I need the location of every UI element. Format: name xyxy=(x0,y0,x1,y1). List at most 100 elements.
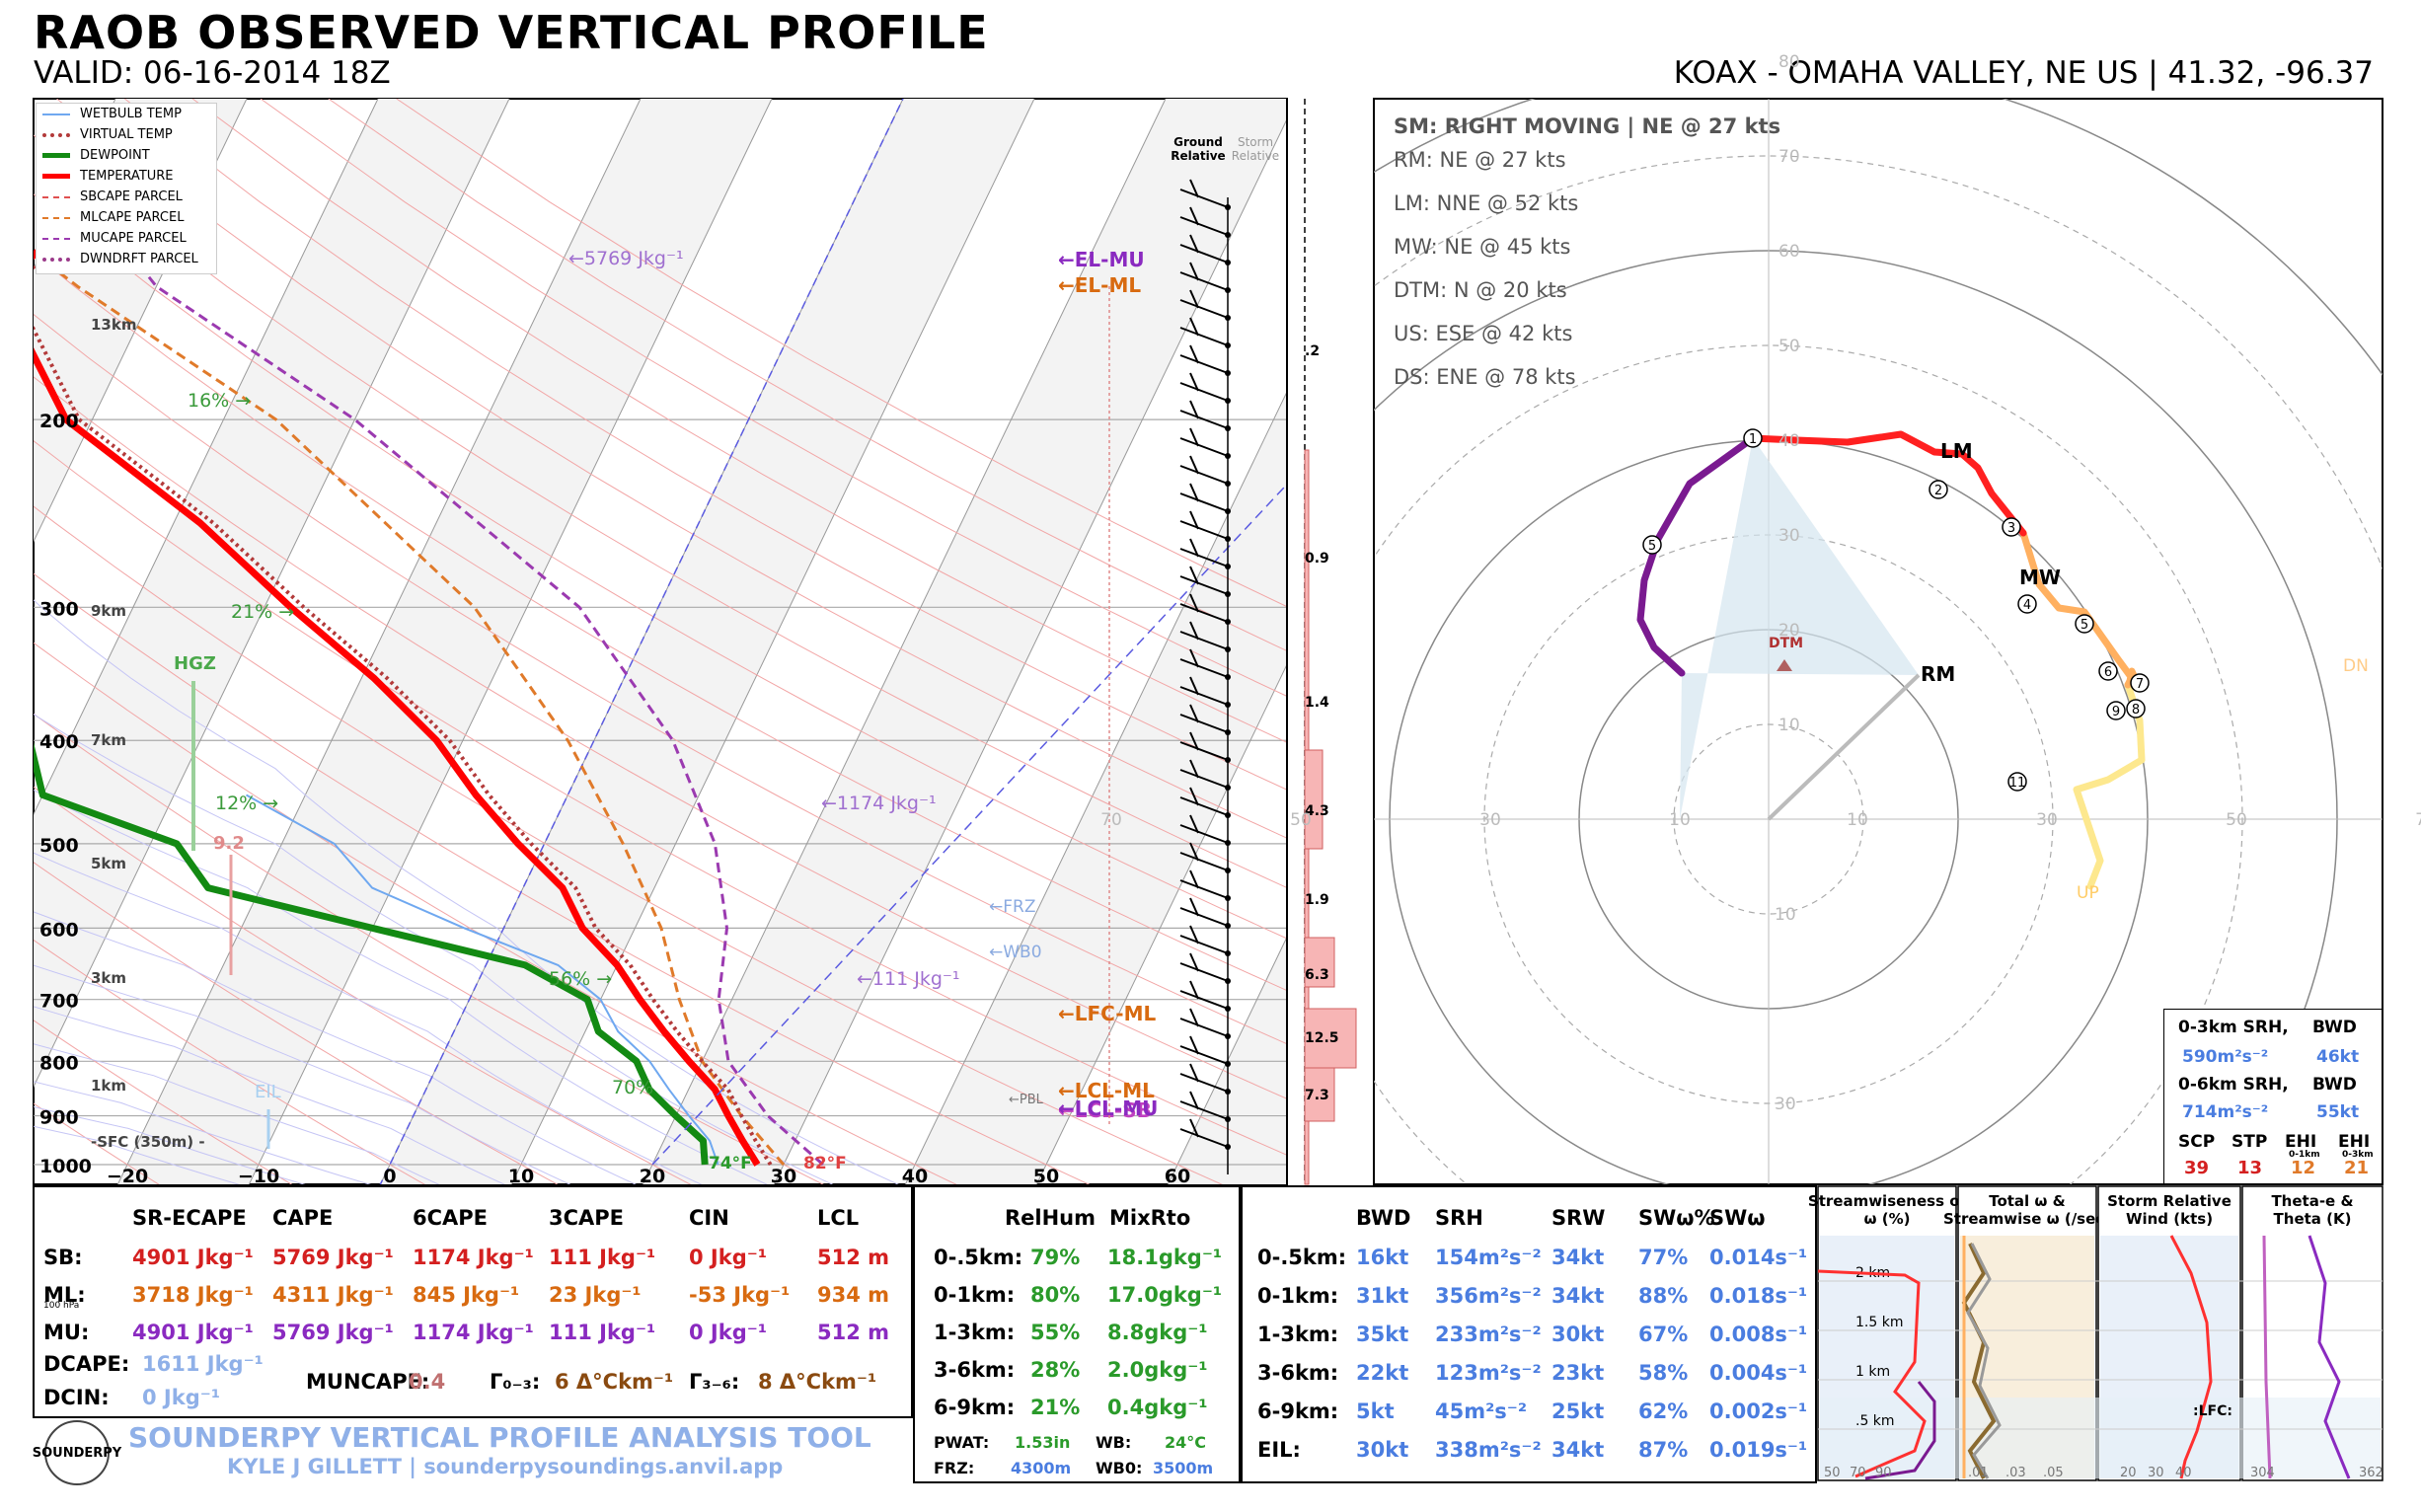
moist-adiabat xyxy=(34,1006,505,1184)
height-label: 3km xyxy=(91,969,126,987)
temp-tick-label: 40 xyxy=(902,1166,928,1187)
kinematic-cell: 22kt xyxy=(1356,1361,1409,1385)
srw-curve xyxy=(2169,1235,2213,1479)
wind-barb xyxy=(1179,382,1229,402)
barb-dot xyxy=(1225,729,1231,735)
isotherm-line xyxy=(773,117,1287,1184)
ring-label: 60 xyxy=(1778,242,1800,262)
legend-item: TEMPERATURE xyxy=(37,166,216,187)
panel-tick: 304 xyxy=(2250,1466,2275,1480)
ring-label: 80 xyxy=(1778,52,1800,72)
rh-label: 12% → xyxy=(215,793,278,814)
barb-dot xyxy=(1225,840,1231,846)
frz-label: ←FRZ xyxy=(989,897,1035,917)
barb-dot xyxy=(1225,1089,1231,1095)
dn-label: DN xyxy=(2343,656,2369,676)
wind-barb xyxy=(1179,216,1229,236)
wind-barb xyxy=(1179,271,1229,291)
pressure-tick-label: 200 xyxy=(39,411,79,432)
legend-swatch xyxy=(42,174,70,179)
wind-barb-flag xyxy=(1189,593,1199,613)
wind-barb xyxy=(1179,741,1229,761)
hodo-6-9km xyxy=(1636,434,1757,677)
barb-dot xyxy=(1225,785,1231,791)
ring-label: 10 xyxy=(1778,716,1800,735)
barb-dot xyxy=(1225,425,1231,431)
page-title: RAOB OBSERVED VERTICAL PROFILE xyxy=(34,6,989,59)
barb-dot xyxy=(1225,591,1231,597)
wind-barb-flag xyxy=(1189,566,1199,585)
barb-dot xyxy=(1225,757,1231,763)
dry-adiabat xyxy=(34,1102,160,1184)
legend-label: SBCAPE PARCEL xyxy=(80,189,183,204)
dry-adiabat xyxy=(328,99,1287,652)
moist-adiabat xyxy=(34,1106,306,1184)
kinematic-row-label: 0-1km: xyxy=(1257,1284,1339,1308)
panel-tick: .01 xyxy=(1968,1466,1989,1480)
wind-barb-flag xyxy=(1189,952,1199,972)
thermo-row-label: MU: xyxy=(43,1321,90,1344)
rm-vector xyxy=(1767,673,1921,821)
wind-barb xyxy=(1179,575,1229,595)
hgz-value: 9.2 xyxy=(213,833,245,854)
sfc-temp: 82°F xyxy=(803,1154,847,1173)
hodo-point-label: 3 xyxy=(2007,521,2015,536)
valid-time: VALID: 06-16-2014 18Z xyxy=(34,55,391,91)
sounderpy-logo xyxy=(44,1420,110,1485)
wind-barb xyxy=(1179,962,1229,982)
wind-barb-flag xyxy=(1189,787,1199,806)
wind-barb xyxy=(1179,520,1229,540)
legend-swatch xyxy=(42,113,70,115)
dry-adiabat xyxy=(34,572,1091,1184)
wind-barb xyxy=(1179,492,1229,512)
index-value: 39 xyxy=(2184,1158,2210,1178)
storm-motion-item: LM: NNE @ 52 kts xyxy=(1394,191,1579,215)
bwd03-value: 46kt xyxy=(2316,1047,2360,1067)
barb-dot xyxy=(1225,287,1231,293)
barb-dot xyxy=(1225,978,1231,984)
srh03-label: 0-3km SRH, xyxy=(2178,1018,2289,1037)
ring-label-x-pos: 10 xyxy=(1847,810,1868,830)
kinematic-cell: 34kt xyxy=(1551,1246,1605,1269)
wind-barb xyxy=(1179,658,1229,678)
profile-panel-title-2: Theta (K) xyxy=(2274,1210,2352,1228)
thermo-header: LCL xyxy=(817,1206,860,1230)
hodo-point-label: 9 xyxy=(2112,705,2120,719)
kinematic-row-label: EIL: xyxy=(1257,1438,1301,1462)
wb-label: WB: xyxy=(1096,1433,1132,1452)
wind-barb-flag xyxy=(1189,925,1199,945)
legend-swatch xyxy=(42,257,70,262)
barb-dot xyxy=(1225,1144,1231,1150)
station-info: KOAX - OMAHA VALLEY, NE US | 41.32, -96.… xyxy=(1673,55,2374,91)
legend-item: VIRTUAL TEMP xyxy=(37,124,216,145)
ring-label-x-neg: 50 xyxy=(1290,810,1312,830)
kinematic-cell: 123m²s⁻² xyxy=(1435,1361,1542,1385)
thermo-cell: 1174 Jkg⁻¹ xyxy=(413,1321,534,1344)
moist-adiabat xyxy=(34,964,571,1184)
sfc-dewpoint: 74°F xyxy=(709,1154,752,1173)
zero-isotherm xyxy=(379,99,904,1184)
kinematic-row-label: 6-9km: xyxy=(1257,1399,1339,1423)
kinematic-row-label: 0-.5km: xyxy=(1257,1246,1347,1269)
kinematic-header: SRH xyxy=(1435,1206,1483,1230)
panel-tick: 90 xyxy=(1875,1466,1892,1480)
isotherm-line xyxy=(642,99,1167,1184)
dcape-value: 1611 Jkg⁻¹ xyxy=(142,1352,264,1376)
wind-barb-flag xyxy=(1189,1035,1199,1055)
moisture-table: RelHum MixRto 0-.5km: 79% 18.1gkg⁻¹ 0-1km: 80%… xyxy=(920,1202,1236,1478)
lr03-label: Γ₀₋₃: xyxy=(490,1370,541,1394)
relhum-value: 21% xyxy=(1030,1396,1081,1419)
wind-barb-flag xyxy=(1189,289,1199,309)
barb-dot xyxy=(1225,868,1231,873)
kinematic-cell: 45m²s⁻² xyxy=(1435,1399,1528,1423)
height-label: 7km xyxy=(91,731,126,749)
index-value: 21 xyxy=(2344,1158,2370,1178)
thermo-header: CAPE xyxy=(272,1206,334,1230)
ring-label: 30 xyxy=(1778,526,1800,546)
wind-barb-flag xyxy=(1189,1091,1199,1110)
inflow-bar xyxy=(1304,749,1324,850)
hodo-point-label: 1 xyxy=(1749,432,1757,447)
mucape-parcel xyxy=(73,182,824,1167)
ring-label-y-neg: 30 xyxy=(1775,1095,1796,1114)
frz-level-label: FRZ: xyxy=(934,1459,975,1477)
